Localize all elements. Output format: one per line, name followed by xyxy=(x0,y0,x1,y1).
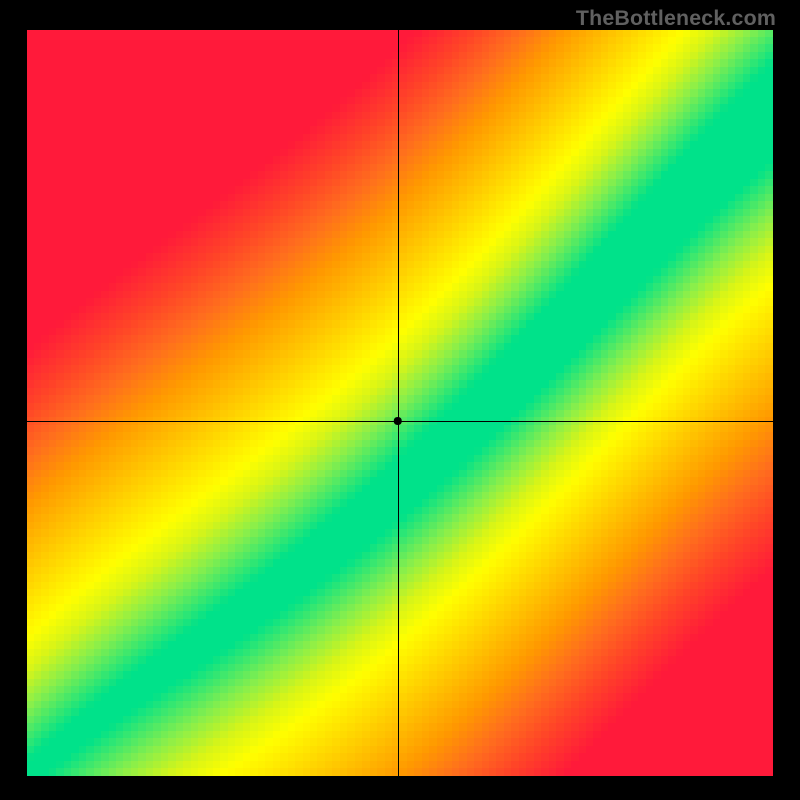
chart-frame: TheBottleneck.com xyxy=(0,0,800,800)
bottleneck-heatmap-canvas xyxy=(27,30,773,776)
watermark-text: TheBottleneck.com xyxy=(576,6,776,31)
